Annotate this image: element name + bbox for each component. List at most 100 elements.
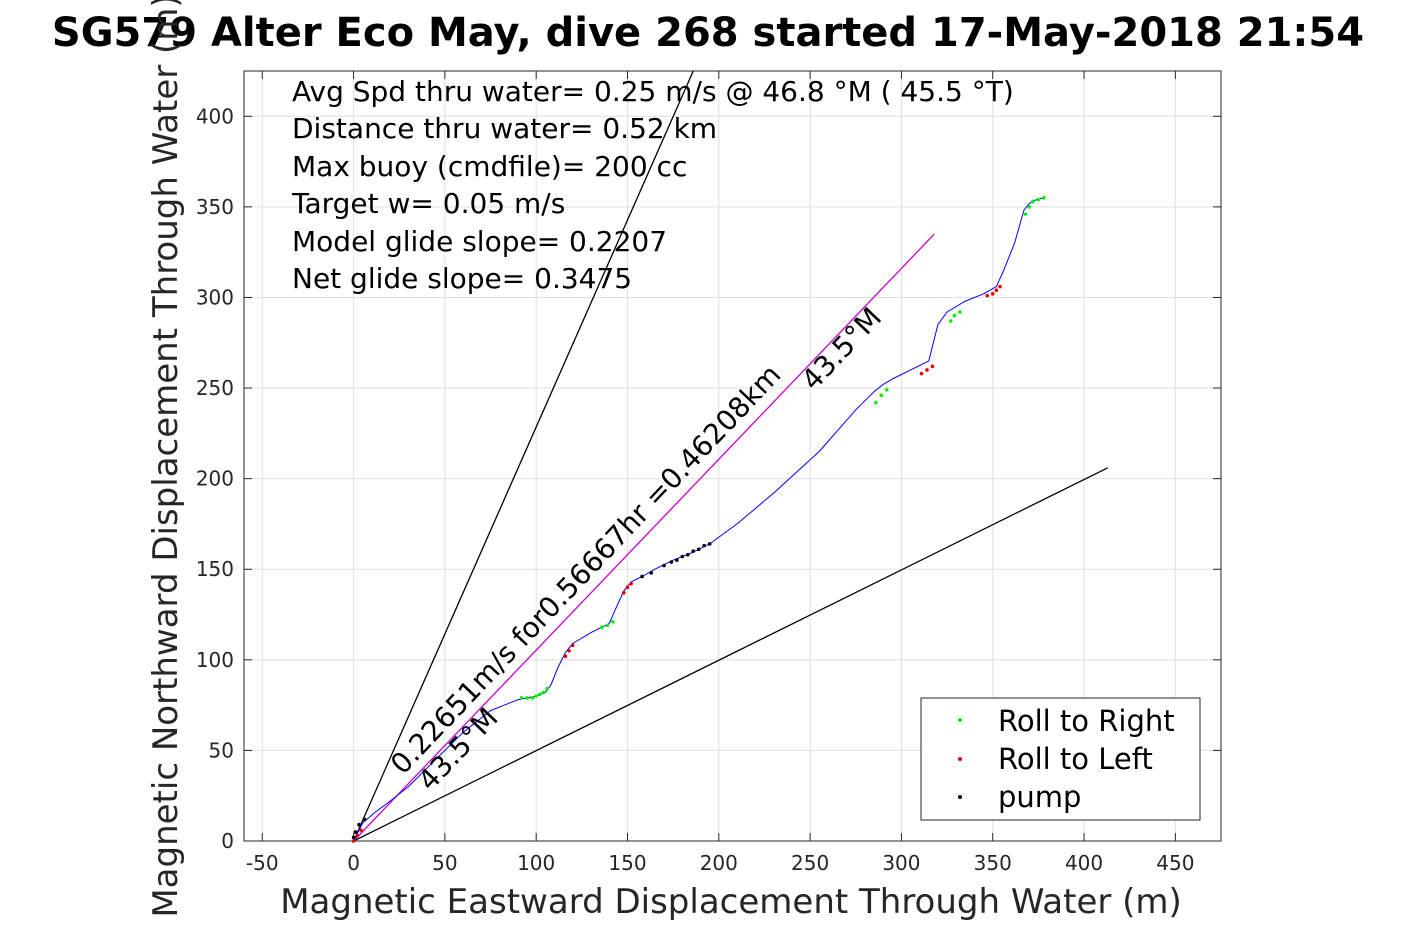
point-pump bbox=[662, 563, 666, 568]
legend-marker-roll-right bbox=[958, 718, 962, 722]
point-pump bbox=[707, 542, 712, 546]
point-roll-to-left bbox=[355, 833, 360, 838]
y-tick-label: 150 bbox=[196, 557, 234, 581]
point-roll-to-left bbox=[925, 368, 929, 372]
point-roll-to-left bbox=[998, 284, 1002, 289]
point-roll-to-left bbox=[985, 293, 990, 298]
point-pump bbox=[680, 554, 685, 559]
info-line: Max buoy (cmdfile)= 200 cc bbox=[292, 150, 687, 183]
y-tick-label: 100 bbox=[196, 648, 234, 672]
y-axis-label: Magnetic Northward Displacement Through … bbox=[146, 0, 186, 918]
legend: Roll to Right Roll to Left pump bbox=[920, 697, 1201, 821]
info-line: Distance thru water= 0.52 km bbox=[292, 112, 717, 145]
point-roll-to-right bbox=[611, 619, 615, 624]
point-roll-to-right bbox=[948, 319, 953, 323]
y-tick-label: 350 bbox=[196, 195, 234, 219]
point-pump bbox=[362, 817, 367, 822]
legend-box bbox=[920, 697, 1201, 821]
point-roll-to-left bbox=[567, 648, 571, 653]
point-pump bbox=[640, 574, 644, 579]
point-roll-to-right bbox=[530, 696, 535, 700]
x-axis-label: Magnetic Eastward Displacement Through W… bbox=[280, 882, 1182, 922]
info-line: Net glide slope= 0.3475 bbox=[292, 262, 632, 295]
point-pump bbox=[353, 830, 358, 834]
legend-label-roll-left: Roll to Left bbox=[998, 742, 1153, 776]
point-pump bbox=[351, 835, 356, 840]
y-tick-label: 250 bbox=[196, 376, 234, 400]
x-tick-label: 400 bbox=[1065, 851, 1103, 875]
track-line bbox=[353, 197, 1045, 842]
x-tick-label: 300 bbox=[882, 851, 920, 875]
info-line: Avg Spd thru water= 0.25 m/s @ 46.8 °M (… bbox=[292, 75, 1014, 108]
info-line: Target w= 0.05 m/s bbox=[291, 187, 565, 220]
info-line: Model glide slope= 0.2207 bbox=[292, 225, 667, 258]
point-roll-to-right bbox=[874, 400, 878, 405]
y-tick-label: 300 bbox=[196, 285, 234, 309]
point-pump bbox=[675, 558, 679, 562]
point-roll-to-left bbox=[570, 643, 575, 648]
x-tick-label: 250 bbox=[791, 851, 829, 875]
rotated-annotation: 43.5°M bbox=[795, 301, 888, 397]
y-tick-label: 0 bbox=[221, 829, 234, 853]
point-roll-to-left bbox=[563, 654, 568, 658]
point-roll-to-left bbox=[990, 292, 995, 296]
point-roll-to-right bbox=[538, 692, 542, 697]
x-tick-label: 0 bbox=[347, 851, 360, 875]
reference-line-bound-upper bbox=[352, 70, 694, 842]
y-tick-label: 200 bbox=[196, 467, 234, 491]
point-roll-to-right bbox=[545, 687, 549, 691]
point-roll-to-left bbox=[622, 590, 626, 595]
x-tick-label: -50 bbox=[246, 851, 279, 875]
point-roll-to-right bbox=[1023, 212, 1028, 216]
legend-marker-pump bbox=[958, 795, 962, 799]
point-roll-to-left bbox=[919, 371, 924, 376]
point-roll-to-left bbox=[629, 581, 633, 586]
point-pump bbox=[649, 571, 654, 575]
point-roll-to-right bbox=[519, 696, 524, 700]
plot-area-frame bbox=[243, 70, 1222, 842]
x-tick-label: 450 bbox=[1156, 851, 1194, 875]
info-text-block: Avg Spd thru water= 0.25 m/s @ 46.8 °M (… bbox=[291, 75, 1014, 295]
y-tick-label: 400 bbox=[196, 104, 234, 128]
point-pump bbox=[669, 560, 674, 564]
data-marks bbox=[351, 70, 1109, 843]
reference-line-bound-lower bbox=[353, 467, 1109, 842]
x-tick-label: 350 bbox=[974, 851, 1012, 875]
legend-label-roll-right: Roll to Right bbox=[998, 704, 1175, 738]
point-roll-to-right bbox=[952, 313, 957, 318]
x-tick-label: 50 bbox=[432, 851, 457, 875]
x-tick-label: 100 bbox=[517, 851, 555, 875]
point-roll-to-right bbox=[1027, 205, 1032, 209]
point-pump bbox=[696, 547, 701, 552]
point-roll-to-right bbox=[534, 694, 538, 698]
legend-marker-roll-left bbox=[958, 757, 962, 761]
point-pump bbox=[685, 552, 690, 557]
point-roll-to-left bbox=[625, 585, 630, 590]
point-pump bbox=[357, 822, 361, 827]
point-roll-to-left bbox=[351, 839, 356, 843]
point-roll-to-right bbox=[879, 393, 884, 398]
point-roll-to-right bbox=[1042, 196, 1046, 200]
point-pump bbox=[702, 543, 706, 548]
point-pump bbox=[691, 549, 696, 553]
reference-line-model bbox=[353, 233, 935, 842]
x-tick-label: 150 bbox=[608, 851, 646, 875]
y-tick-label: 50 bbox=[209, 738, 234, 762]
point-roll-to-left bbox=[930, 364, 935, 369]
chart-title: SG579 Alter Eco May, dive 268 started 17… bbox=[52, 10, 1364, 56]
x-tick-label: 200 bbox=[700, 851, 738, 875]
point-roll-to-right bbox=[1031, 199, 1035, 204]
point-roll-to-right bbox=[885, 388, 889, 392]
point-roll-to-right bbox=[525, 696, 529, 700]
point-roll-to-right bbox=[1036, 197, 1041, 202]
point-roll-to-left bbox=[359, 828, 363, 832]
axis-ticks: -50 0 50 100 150 200 250 300 350 400 450 0 50 100 150 2… bbox=[196, 71, 1221, 875]
point-roll-to-right bbox=[605, 623, 610, 628]
point-roll-to-right bbox=[958, 310, 962, 314]
annotations: 0.22651m/s for0.56667hr =0.46208km43.5°M… bbox=[384, 301, 888, 797]
legend-label-pump: pump bbox=[998, 780, 1081, 814]
point-roll-to-left bbox=[994, 288, 999, 293]
point-roll-to-right bbox=[600, 625, 604, 630]
point-roll-to-right bbox=[541, 690, 546, 695]
